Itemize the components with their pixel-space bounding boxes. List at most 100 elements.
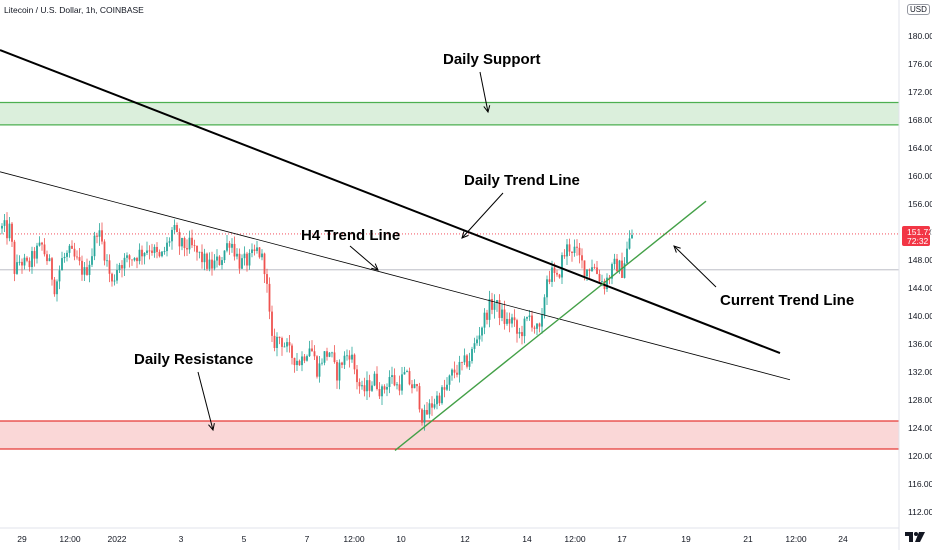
candle-body bbox=[178, 232, 181, 247]
candle bbox=[391, 366, 393, 384]
candle bbox=[241, 254, 243, 270]
candle bbox=[536, 323, 538, 336]
candle bbox=[411, 380, 413, 394]
candle bbox=[316, 355, 318, 379]
h4-trend-line bbox=[0, 171, 791, 381]
candle-body bbox=[531, 315, 533, 328]
candle-body bbox=[563, 255, 566, 257]
candle-body bbox=[18, 261, 21, 263]
candle-body bbox=[213, 260, 216, 269]
candle-body bbox=[561, 255, 563, 278]
candle-body bbox=[261, 253, 263, 258]
candle bbox=[428, 399, 431, 419]
price-tick-label: 128.00 bbox=[908, 395, 932, 405]
candle bbox=[621, 252, 623, 279]
candle-body bbox=[426, 409, 428, 415]
candle bbox=[456, 364, 458, 378]
candle bbox=[246, 251, 248, 272]
candle-body bbox=[96, 235, 98, 237]
candle-body bbox=[246, 253, 248, 266]
candle bbox=[53, 276, 56, 297]
candle-body bbox=[473, 343, 476, 349]
candle-body bbox=[26, 257, 28, 261]
price-axis: 112.00 116.00 120.00 124.00 128.00 132.00 136.… bbox=[908, 31, 932, 517]
candle-body bbox=[556, 272, 558, 275]
candle-body bbox=[141, 249, 143, 257]
candle-body bbox=[363, 385, 366, 392]
candle-body bbox=[103, 241, 106, 261]
candle bbox=[198, 251, 201, 259]
candle-body bbox=[343, 355, 346, 365]
candle-body bbox=[596, 267, 598, 274]
candle bbox=[453, 361, 456, 379]
candle bbox=[13, 239, 16, 282]
candle bbox=[276, 332, 278, 357]
candle bbox=[108, 254, 111, 283]
currency-tag[interactable]: USD bbox=[907, 4, 930, 15]
candle-body bbox=[586, 269, 588, 277]
candle-body bbox=[408, 371, 411, 385]
candle-body bbox=[281, 338, 283, 347]
candle-body bbox=[368, 380, 371, 391]
candle bbox=[213, 254, 216, 271]
candle-body bbox=[273, 335, 276, 348]
candle-body bbox=[328, 352, 331, 357]
candle bbox=[61, 251, 63, 271]
candle bbox=[196, 245, 198, 261]
candle bbox=[483, 308, 486, 335]
price-badge-countdown: 72:32 bbox=[907, 236, 929, 246]
candle-body bbox=[153, 246, 156, 253]
candle-body bbox=[526, 317, 528, 319]
candle-body bbox=[318, 363, 321, 377]
candle bbox=[206, 252, 208, 271]
price-tick-label: 156.00 bbox=[908, 199, 932, 209]
candle bbox=[41, 241, 43, 251]
zone-resistance bbox=[0, 421, 899, 449]
candle bbox=[611, 262, 613, 285]
candle-body bbox=[431, 403, 433, 408]
candle bbox=[513, 309, 516, 327]
candle-body bbox=[461, 361, 463, 363]
candle bbox=[448, 374, 451, 391]
candle-body bbox=[308, 348, 311, 357]
candle bbox=[311, 340, 313, 352]
price-tick-label: 116.00 bbox=[908, 479, 932, 489]
candle-body bbox=[471, 348, 473, 362]
candle bbox=[538, 322, 541, 333]
candle bbox=[43, 238, 46, 257]
price-tick-label: 144.00 bbox=[908, 283, 932, 293]
candle-body bbox=[333, 352, 336, 363]
candle bbox=[23, 253, 26, 270]
candle bbox=[178, 228, 181, 255]
candle bbox=[131, 259, 133, 266]
candle bbox=[283, 342, 286, 348]
candle bbox=[91, 248, 93, 267]
candle bbox=[128, 254, 131, 268]
candle-body bbox=[566, 244, 568, 257]
candle-body bbox=[81, 260, 83, 275]
candle bbox=[603, 278, 606, 295]
candle bbox=[386, 383, 388, 397]
candle-body bbox=[66, 252, 68, 257]
candle-body bbox=[358, 382, 361, 387]
candle bbox=[516, 318, 518, 343]
candle-body bbox=[543, 297, 546, 315]
candle bbox=[361, 380, 363, 390]
candle-body bbox=[53, 279, 56, 295]
candle-body bbox=[593, 267, 596, 269]
candle-body bbox=[416, 384, 418, 387]
candle bbox=[326, 347, 328, 361]
candle-body bbox=[123, 257, 126, 269]
candle bbox=[468, 352, 471, 370]
candle-body bbox=[198, 251, 201, 253]
candle-body bbox=[76, 256, 78, 258]
candle-body bbox=[628, 238, 631, 249]
candle-body bbox=[146, 250, 148, 253]
daily-trend-line bbox=[0, 49, 781, 355]
time-tick-label: 7 bbox=[305, 534, 310, 544]
candle bbox=[623, 257, 626, 279]
candle-body bbox=[523, 318, 526, 337]
candle-body bbox=[58, 270, 61, 282]
candle bbox=[168, 237, 171, 247]
